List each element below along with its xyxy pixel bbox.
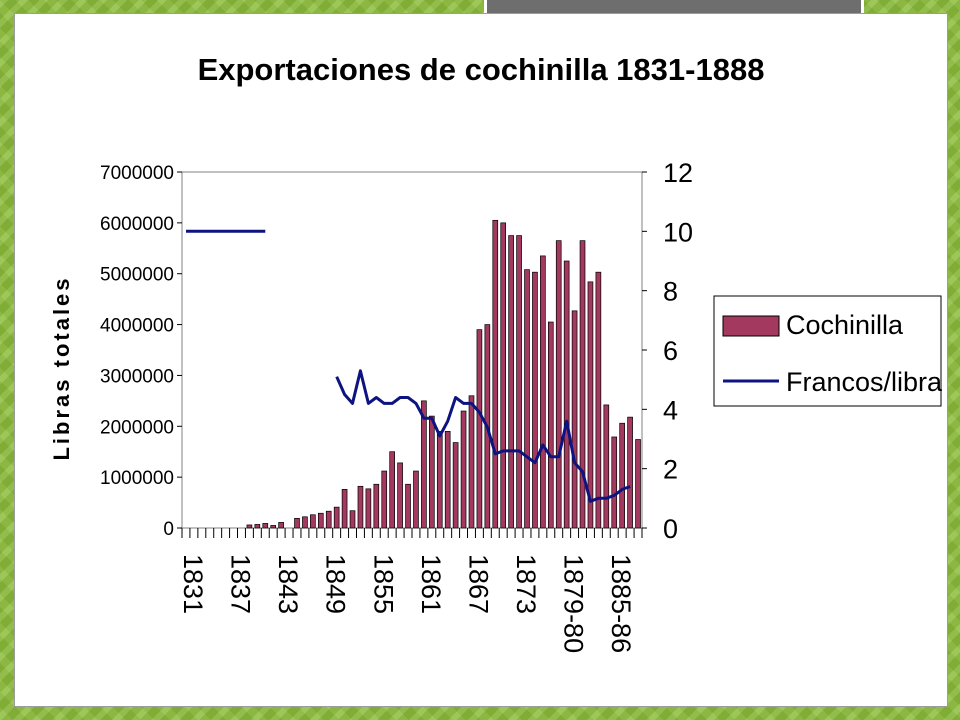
title-tab-decoration xyxy=(484,0,864,13)
bar-cochinilla xyxy=(413,470,419,529)
bar-cochinilla xyxy=(397,462,403,529)
legend-swatch-cochinilla xyxy=(722,315,780,337)
bar-cochinilla xyxy=(381,470,388,529)
bar-cochinilla xyxy=(317,512,324,529)
bar-cochinilla xyxy=(579,240,586,529)
right-axis-tick-label: 10 xyxy=(663,217,693,247)
x-axis-tick-label: 1849 xyxy=(321,554,351,614)
bar-cochinilla xyxy=(635,439,641,529)
bar-cochinilla xyxy=(325,510,332,529)
bar-cochinilla xyxy=(357,485,364,529)
bar-cochinilla xyxy=(333,506,340,529)
right-axis-tick-label: 8 xyxy=(663,277,678,307)
bar-cochinilla xyxy=(262,523,269,529)
y-axis-label: Libras totales xyxy=(49,275,74,460)
bar-cochinilla xyxy=(508,235,514,529)
left-axis-tick-label: 4000000 xyxy=(100,316,174,337)
line-francos-libra xyxy=(335,369,631,503)
x-axis-tick-label: 1831 xyxy=(178,554,208,614)
bar-cochinilla xyxy=(302,516,308,529)
bar-cochinilla xyxy=(587,281,594,529)
bar-cochinilla xyxy=(603,404,610,529)
y-axis-label-group: Libras totales xyxy=(49,275,74,460)
plot-area: 0 1000000 2000000 3000000 4000000 5000000 6000… xyxy=(100,158,693,653)
x-axis-tick-label: 1855 xyxy=(368,554,398,614)
bar-cochinilla xyxy=(452,442,459,529)
x-axis-tick-label: 1867 xyxy=(463,554,493,614)
legend-label-cochinilla: Cochinilla xyxy=(786,310,904,340)
right-axis-tick-label: 4 xyxy=(663,395,678,425)
bar-cochinilla xyxy=(492,219,499,529)
bar-cochinilla xyxy=(627,416,633,529)
right-axis-tick-label: 0 xyxy=(663,514,678,544)
bar-cochinilla xyxy=(294,517,300,529)
legend-label-francos-libra: Francos/libra xyxy=(786,367,943,397)
bar-cochinilla xyxy=(310,514,316,529)
bar-cochinilla xyxy=(540,255,546,529)
left-axis-tick-label: 2000000 xyxy=(100,417,174,438)
bar-cochinilla xyxy=(571,310,578,529)
x-axis-tick-label: 1861 xyxy=(416,554,446,614)
bar-cochinilla xyxy=(563,260,570,529)
slide-panel: Exportaciones de cochinilla 1831-1888 Li… xyxy=(14,13,948,707)
left-axis-tick-label: 3000000 xyxy=(100,366,174,387)
bar-cochinilla xyxy=(532,271,538,529)
x-axis-tick-label: 1837 xyxy=(226,554,256,614)
left-axis-tick-label: 7000000 xyxy=(100,163,174,184)
x-axis-tick-label: 1885-86 xyxy=(606,554,636,653)
right-axis-tick-label: 6 xyxy=(663,336,678,366)
left-axis-tick-label: 1000000 xyxy=(100,468,174,489)
bar-cochinilla xyxy=(436,431,443,529)
bar-cochinilla xyxy=(500,222,507,529)
bar-cochinilla xyxy=(524,269,530,529)
bar-cochinilla xyxy=(429,415,435,529)
bar-cochinilla xyxy=(468,395,475,529)
bar-cochinilla xyxy=(516,235,522,529)
bar-cochinilla xyxy=(476,329,483,529)
bar-cochinilla xyxy=(611,436,618,529)
bar-cochinilla xyxy=(270,525,277,529)
bar-cochinilla xyxy=(365,488,372,529)
bar-cochinilla xyxy=(547,321,554,529)
bar-cochinilla xyxy=(389,451,395,529)
x-axis-tick-label: 1843 xyxy=(273,554,303,614)
bar-cochinilla xyxy=(619,422,625,529)
bar-cochinilla xyxy=(421,400,427,529)
bar-cochinilla xyxy=(405,483,411,529)
bar-cochinilla xyxy=(349,510,356,529)
chart-title: Exportaciones de cochinilla 1831-1888 xyxy=(198,52,765,87)
bar-cochinilla xyxy=(595,271,602,529)
left-axis-tick-label: 0 xyxy=(163,519,174,540)
bar-cochinilla xyxy=(246,524,253,529)
bar-cochinilla xyxy=(278,522,284,529)
left-axis-tick-label: 6000000 xyxy=(100,214,174,235)
x-axis-tick-label: 1873 xyxy=(511,554,541,614)
x-axis-tick-label: 1879-80 xyxy=(559,554,589,653)
bar-cochinilla xyxy=(254,524,261,529)
cochineal-exports-chart: Exportaciones de cochinilla 1831-1888 Li… xyxy=(49,52,943,653)
right-axis-tick-label: 2 xyxy=(663,455,678,485)
left-axis-tick-label: 5000000 xyxy=(100,265,174,286)
bar-cochinilla xyxy=(555,240,562,529)
legend-box xyxy=(713,295,942,407)
bar-cochinilla xyxy=(460,410,467,529)
right-axis-tick-label: 12 xyxy=(663,158,693,188)
bar-cochinilla xyxy=(341,488,348,529)
legend: Cochinilla Francos/libra xyxy=(713,295,943,407)
bar-cochinilla xyxy=(373,483,380,529)
bar-cochinilla xyxy=(444,431,451,529)
